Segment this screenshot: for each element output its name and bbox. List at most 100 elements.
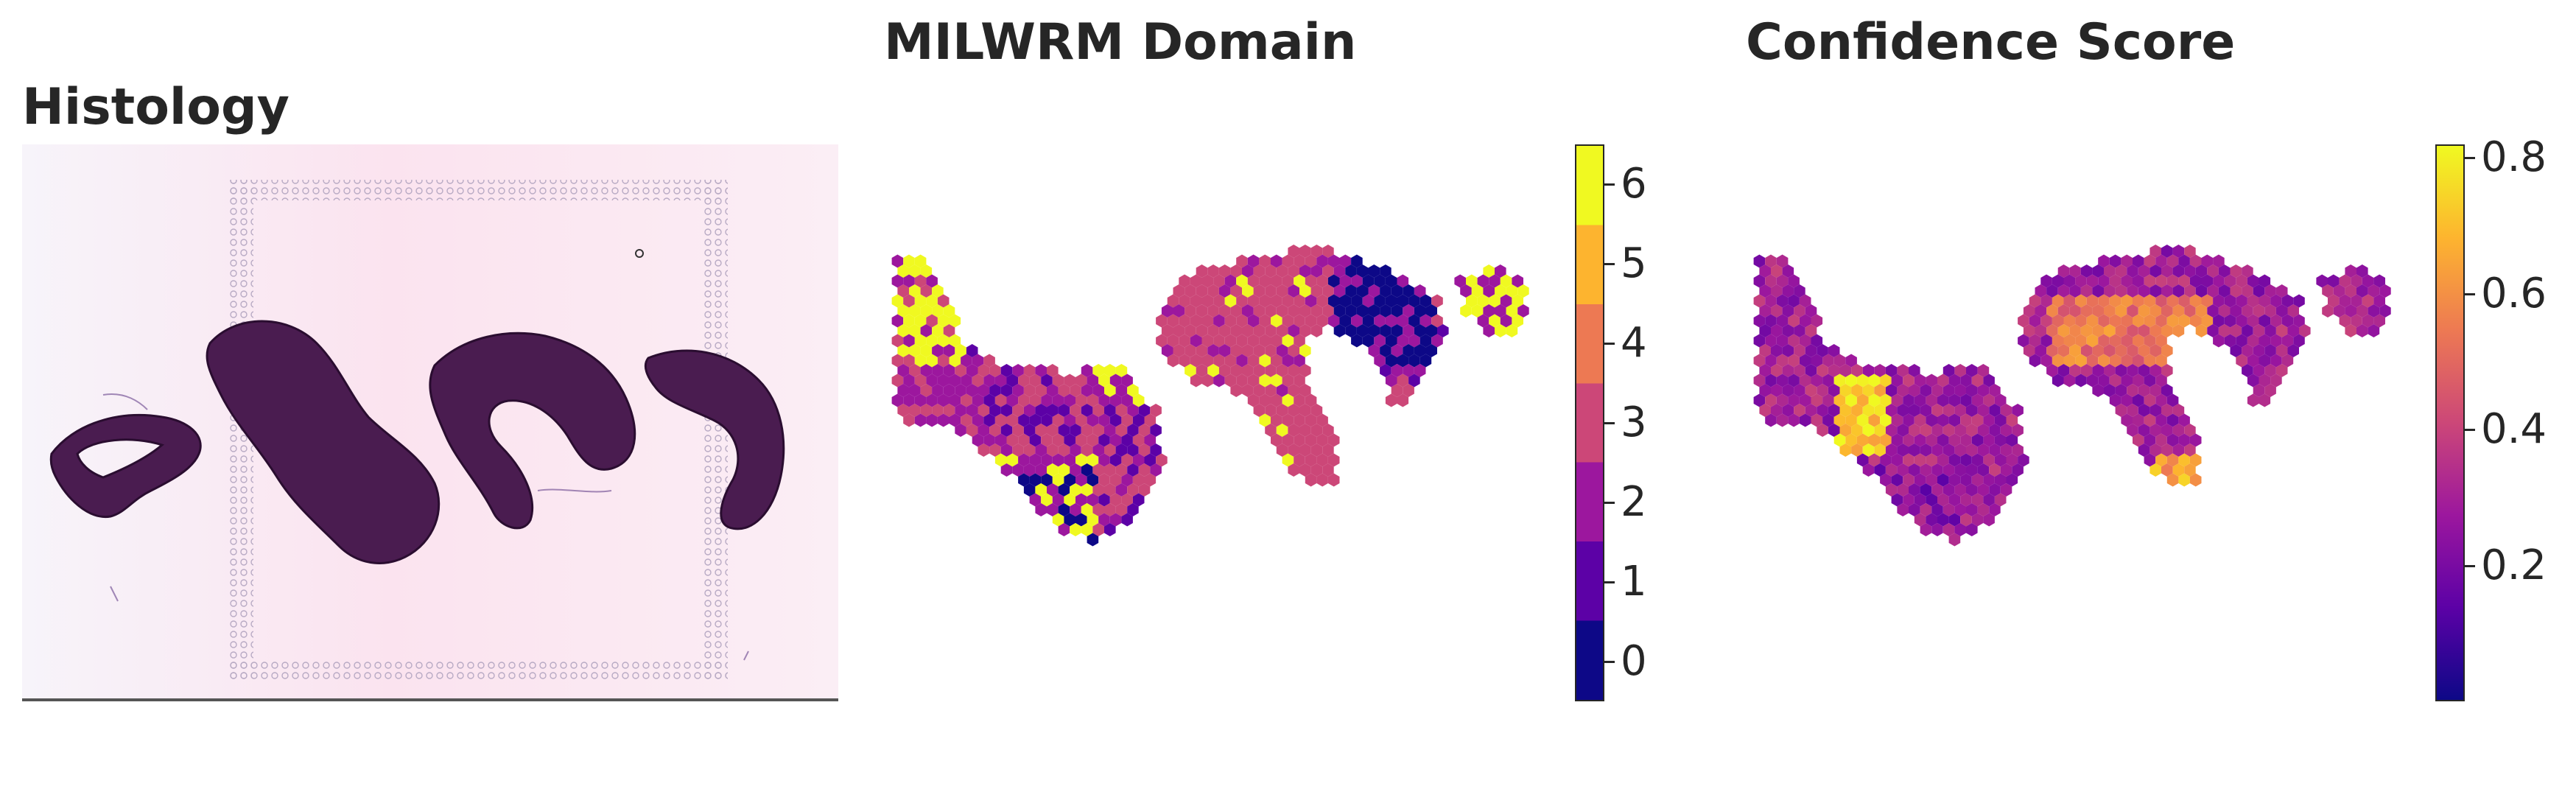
spot bbox=[1000, 384, 1013, 397]
spot bbox=[955, 364, 966, 377]
spot bbox=[1994, 413, 2007, 427]
domain-tick-label: 5 bbox=[1621, 239, 1647, 287]
spot bbox=[2218, 284, 2231, 298]
spot bbox=[1156, 314, 1168, 328]
spot bbox=[1247, 314, 1260, 328]
confidence-tick-mark bbox=[2465, 429, 2475, 432]
spot bbox=[1960, 413, 1972, 427]
spot bbox=[914, 393, 927, 407]
spot bbox=[1903, 433, 1915, 447]
spot bbox=[2121, 334, 2133, 348]
spot bbox=[1920, 503, 1932, 516]
spot bbox=[1023, 384, 1036, 397]
spot bbox=[1903, 413, 1915, 427]
spot bbox=[2149, 384, 2161, 397]
spot bbox=[1477, 274, 1489, 288]
spot bbox=[891, 393, 904, 407]
spot bbox=[2012, 424, 2024, 437]
spot bbox=[914, 274, 927, 288]
spot bbox=[1753, 354, 1766, 368]
spot bbox=[1138, 404, 1151, 417]
spot bbox=[1109, 473, 1122, 487]
tissue-sections bbox=[49, 320, 785, 564]
spot bbox=[2270, 294, 2282, 308]
spot bbox=[2149, 324, 2161, 337]
spot bbox=[2155, 413, 2167, 427]
spot bbox=[949, 314, 961, 328]
spot bbox=[1794, 344, 1805, 357]
spot bbox=[1960, 374, 1972, 388]
spot bbox=[2207, 284, 2219, 298]
spot bbox=[1121, 433, 1133, 447]
spot bbox=[1185, 284, 1196, 298]
spot bbox=[914, 294, 927, 308]
spot bbox=[2144, 314, 2156, 328]
spot bbox=[1224, 314, 1237, 328]
spot bbox=[2345, 284, 2356, 298]
spot bbox=[932, 384, 944, 397]
spot bbox=[1419, 334, 1432, 348]
spot bbox=[1885, 463, 1898, 477]
spot bbox=[1351, 274, 1363, 288]
spot bbox=[1121, 473, 1133, 487]
spot bbox=[2275, 324, 2288, 337]
spot bbox=[2023, 304, 2035, 318]
spot bbox=[1087, 374, 1099, 388]
spot bbox=[1333, 284, 1346, 298]
spot bbox=[1294, 294, 1305, 308]
spot bbox=[2144, 413, 2156, 427]
spot bbox=[1282, 294, 1294, 308]
spot bbox=[2109, 374, 2121, 388]
spot bbox=[920, 344, 933, 357]
spot bbox=[1259, 274, 1271, 288]
spot bbox=[914, 413, 927, 427]
spot bbox=[955, 404, 966, 417]
spot bbox=[1414, 284, 1426, 298]
spot bbox=[983, 413, 995, 427]
spot bbox=[1909, 443, 1920, 457]
spot bbox=[1782, 324, 1794, 337]
confidence-colorbar bbox=[2435, 144, 2465, 701]
spot bbox=[1817, 364, 1828, 377]
spot bbox=[1431, 314, 1443, 328]
spot bbox=[1771, 384, 1783, 397]
spot bbox=[2040, 274, 2052, 288]
spot bbox=[1839, 424, 1852, 437]
spot bbox=[914, 354, 927, 368]
spot bbox=[978, 364, 990, 377]
spot bbox=[943, 304, 955, 318]
spot bbox=[2213, 334, 2225, 348]
spot bbox=[1070, 503, 1081, 516]
spot bbox=[937, 334, 950, 348]
spot bbox=[2242, 284, 2253, 298]
spot bbox=[932, 304, 944, 318]
spot bbox=[1132, 473, 1145, 487]
spot bbox=[1759, 284, 1771, 298]
spot bbox=[2189, 274, 2202, 288]
spot bbox=[1897, 384, 1909, 397]
spot bbox=[1833, 393, 1846, 407]
spot bbox=[1173, 344, 1185, 357]
spot bbox=[1397, 294, 1409, 308]
spot bbox=[2155, 274, 2167, 288]
spot bbox=[1897, 463, 1909, 477]
spot bbox=[1931, 424, 1943, 437]
spot bbox=[1828, 344, 1840, 357]
spot bbox=[1132, 433, 1145, 447]
spot bbox=[1294, 314, 1305, 328]
spot bbox=[1000, 404, 1013, 417]
spot bbox=[1385, 334, 1397, 348]
spot bbox=[2247, 314, 2259, 328]
spot bbox=[2281, 294, 2294, 308]
spot bbox=[1081, 523, 1093, 536]
spot bbox=[903, 314, 915, 328]
spot bbox=[2109, 354, 2121, 368]
spot bbox=[2316, 274, 2328, 288]
spot bbox=[1880, 393, 1892, 407]
spot bbox=[1874, 443, 1886, 457]
spot bbox=[1023, 483, 1036, 497]
spot bbox=[1891, 473, 1903, 487]
spot bbox=[1294, 374, 1305, 388]
spot bbox=[932, 284, 944, 298]
spot bbox=[1983, 493, 1995, 507]
